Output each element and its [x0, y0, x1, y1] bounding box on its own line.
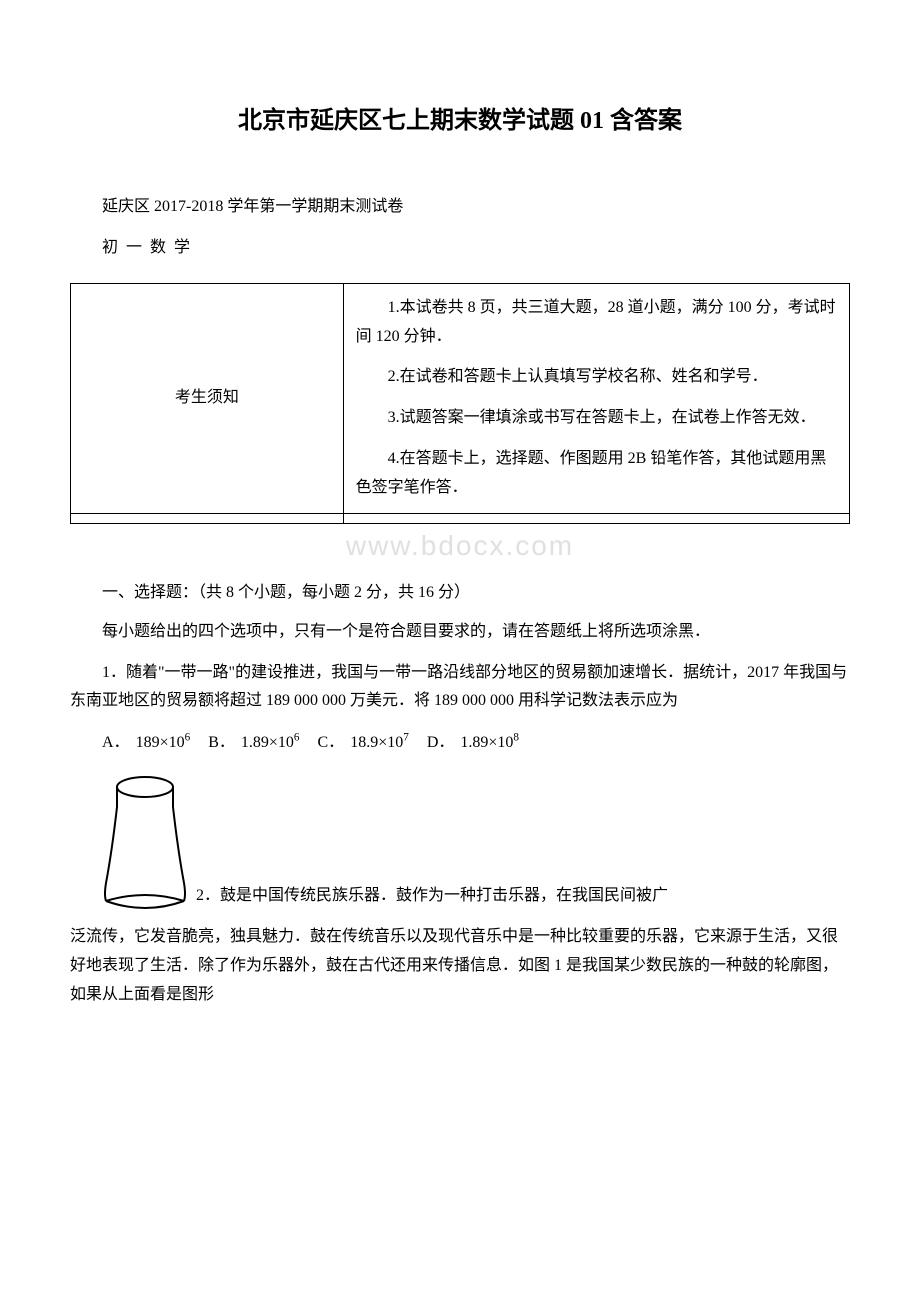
notice-item: 4.在答题卡上，选择题、作图题用 2B 铅笔作答，其他试题用黑色签字笔作答．	[356, 445, 837, 503]
notice-table: 考生须知 1.本试卷共 8 页，共三道大题，28 道小题，满分 100 分，考试…	[70, 283, 850, 524]
question-1-options: A． 189×106 B． 1.89×106 C． 18.9×107 D． 1.89×1…	[70, 728, 850, 758]
notice-item: 1.本试卷共 8 页，共三道大题，28 道小题，满分 100 分，考试时间 12…	[356, 294, 837, 352]
notice-label-cell: 考生须知	[71, 283, 344, 513]
watermark-text: www.bdocx.com	[70, 521, 850, 571]
notice-content-cell: 1.本试卷共 8 页，共三道大题，28 道小题，满分 100 分，考试时间 12…	[343, 283, 849, 513]
option-label-d: D．	[427, 734, 455, 751]
option-label-a: A．	[102, 734, 130, 751]
question-2-row: 2．鼓是中国传统民族乐器．鼓作为一种打击乐器，在我国民间被广	[70, 773, 850, 913]
option-label-b: B．	[208, 734, 235, 751]
question-2-first-line: 2．鼓是中国传统民族乐器．鼓作为一种打击乐器，在我国民间被广	[196, 882, 668, 913]
section-1-header: 一、选择题：（共 8 个小题，每小题 2 分，共 16 分）	[70, 579, 850, 608]
grade-subject: 初 一 数 学	[70, 234, 850, 263]
question-2-rest: 泛流传，它发音脆亮，独具魅力．鼓在传统音乐以及现代音乐中是一种比较重要的乐器，它…	[70, 923, 850, 1009]
section-1-instruction: 每小题给出的四个选项中，只有一个是符合题目要求的，请在答题纸上将所选项涂黑．	[70, 618, 850, 647]
option-label-c: C．	[318, 734, 345, 751]
exam-subtitle: 延庆区 2017-2018 学年第一学期期末测试卷	[70, 193, 850, 222]
option-b-value: 1.89×106	[241, 734, 300, 751]
notice-item: 2.在试卷和答题卡上认真填写学校名称、姓名和学号．	[356, 363, 837, 392]
drum-outline-icon	[102, 773, 188, 913]
question-1-text: 1．随着"一带一路"的建设推进，我国与一带一路沿线部分地区的贸易额加速增长．据统…	[70, 659, 850, 717]
option-c-value: 18.9×107	[350, 734, 409, 751]
notice-item: 3.试题答案一律填涂或书写在答题卡上，在试卷上作答无效．	[356, 404, 837, 433]
page-title: 北京市延庆区七上期末数学试题 01 含答案	[70, 100, 850, 143]
option-a-value: 189×106	[136, 734, 191, 751]
option-d-value: 1.89×108	[460, 734, 519, 751]
